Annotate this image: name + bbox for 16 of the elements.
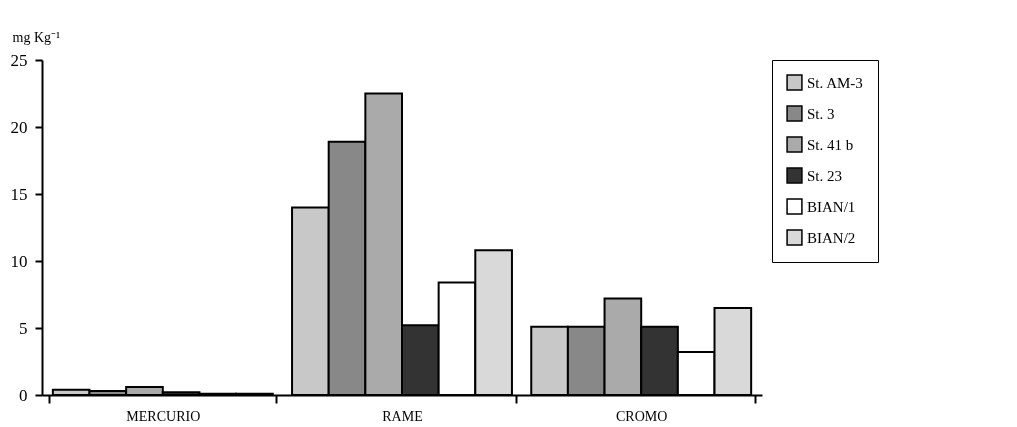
y-tick-label: 20 [10, 117, 28, 137]
x-tick-label: RAME [382, 408, 423, 424]
y-tick-label: 25 [10, 50, 28, 70]
y-tick-label: 15 [10, 184, 28, 204]
legend-label: BIAN/2 [807, 229, 856, 246]
legend-label: St. 41 b [807, 136, 854, 153]
legend-label: BIAN/1 [807, 198, 856, 215]
y-tick-label: 5 [19, 318, 28, 338]
x-tick-label: CROMO [616, 408, 668, 424]
y-tick-label: 10 [10, 251, 28, 271]
legend-label: St. 23 [807, 167, 843, 184]
x-tick-label: MERCURIO [126, 408, 201, 424]
legend-label: St. 3 [807, 105, 835, 122]
legend-label: St. AM-3 [807, 74, 863, 91]
y-tick-label: 0 [19, 385, 28, 405]
y-axis-title: mg Kg⁻¹ [12, 29, 61, 45]
